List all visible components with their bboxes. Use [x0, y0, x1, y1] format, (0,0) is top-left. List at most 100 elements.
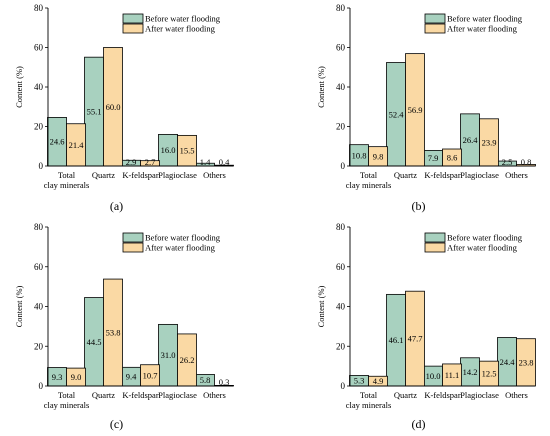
- y-axis-label: Content (%): [316, 66, 326, 108]
- category-label-5: Others: [505, 390, 528, 400]
- chart-panel-4: 5.3 46.1 10.0 14.2 24.4 4.9 47.7 11.1 12.5 23.8 0 2…: [316, 222, 536, 431]
- y-tick-label: 60: [336, 262, 346, 272]
- value-label-before-4: 26.4: [463, 135, 479, 145]
- y-tick-label: 80: [34, 3, 44, 13]
- category-label-1: Total: [360, 170, 378, 180]
- value-label-before-4: 31.0: [161, 350, 176, 360]
- value-label-before-3: 7.9: [428, 153, 439, 163]
- value-label-after-4: 23.9: [482, 137, 497, 147]
- value-label-before-2: 55.1: [87, 107, 102, 117]
- value-label-after-2: 47.7: [408, 334, 423, 344]
- y-tick-label: 60: [34, 262, 44, 272]
- y-tick-label: 40: [336, 82, 346, 92]
- chart-panel-3: 9.3 44.5 9.4 31.0 5.8 9.0 53.8 10.7 26.2 0.3 0 20 40…: [14, 222, 234, 431]
- panel-label: (c): [110, 417, 123, 431]
- category-label-4: Plagioclase: [460, 390, 499, 400]
- y-axis-label: Content (%): [316, 285, 326, 327]
- category-label-1: clay minerals: [44, 400, 90, 410]
- value-label-after-5: 0.4: [219, 157, 230, 167]
- category-label-2: Quartz: [92, 390, 115, 400]
- category-label-5: Others: [203, 170, 226, 180]
- legend-label-after: After water flooding: [447, 24, 518, 34]
- category-label-1: Total: [58, 170, 76, 180]
- value-label-before-5: 5.8: [200, 375, 211, 385]
- panel-label: (b): [412, 199, 426, 213]
- value-label-before-5: 24.4: [500, 357, 516, 367]
- legend-swatch-after: [122, 242, 144, 253]
- category-label-1: Total: [58, 390, 76, 400]
- category-label-1: Total: [360, 390, 378, 400]
- category-label-4: Plagioclase: [460, 170, 499, 180]
- y-tick-label: 40: [336, 302, 346, 312]
- y-tick-label: 20: [336, 341, 346, 351]
- legend-label-after: After water flooding: [145, 24, 216, 34]
- y-tick-label: 60: [336, 43, 346, 53]
- value-label-before-1: 5.3: [354, 376, 365, 386]
- category-label-5: Others: [505, 170, 528, 180]
- value-label-after-2: 53.8: [106, 328, 121, 338]
- value-label-after-4: 26.2: [180, 355, 195, 365]
- value-label-after-5: 23.8: [519, 357, 534, 367]
- value-label-before-3: 10.0: [426, 371, 441, 381]
- y-axis-label: Content (%): [14, 66, 24, 108]
- value-label-before-4: 14.2: [463, 367, 478, 377]
- legend-swatch-after: [122, 23, 144, 34]
- value-label-before-5: 1.4: [200, 157, 211, 167]
- value-label-after-4: 15.5: [180, 146, 195, 156]
- value-label-before-2: 52.4: [389, 109, 405, 119]
- value-label-after-5: 0.3: [219, 377, 230, 387]
- panel-label: (a): [110, 199, 123, 213]
- category-label-4: Plagioclase: [158, 390, 197, 400]
- value-label-before-4: 16.0: [161, 145, 176, 155]
- category-label-1: clay minerals: [346, 180, 392, 190]
- y-tick-label: 80: [34, 222, 44, 232]
- legend-swatch-before: [122, 13, 144, 24]
- y-tick-label: 40: [34, 82, 44, 92]
- panel-label: (d): [412, 417, 426, 431]
- y-tick-label: 0: [39, 161, 44, 171]
- category-label-3: K-feldspar: [424, 170, 461, 180]
- category-label-4: Plagioclase: [158, 170, 197, 180]
- y-tick-label: 60: [34, 43, 44, 53]
- value-label-after-3: 11.1: [445, 370, 460, 380]
- y-tick-label: 20: [336, 122, 346, 132]
- value-label-after-4: 12.5: [482, 369, 497, 379]
- category-label-2: Quartz: [394, 170, 417, 180]
- value-label-after-1: 4.9: [373, 376, 384, 386]
- y-tick-label: 20: [34, 122, 44, 132]
- y-tick-label: 80: [336, 222, 346, 232]
- value-label-before-2: 46.1: [389, 335, 404, 345]
- legend-label-before: Before water flooding: [447, 14, 523, 24]
- legend-swatch-before: [424, 13, 446, 24]
- category-label-3: K-feldspar: [122, 170, 159, 180]
- value-label-before-1: 9.3: [52, 372, 63, 382]
- chart-panel-2: 10.8 52.4 7.9 26.4 2.5 9.8 56.9 8.6 23.9 0.8 0 20 40…: [316, 3, 536, 213]
- y-tick-label: 40: [34, 302, 44, 312]
- value-label-after-1: 21.4: [69, 140, 85, 150]
- y-tick-label: 80: [336, 3, 346, 13]
- value-label-after-2: 56.9: [408, 105, 423, 115]
- value-label-after-3: 8.6: [447, 153, 458, 163]
- value-label-after-3: 10.7: [143, 370, 158, 380]
- value-label-after-1: 9.0: [71, 372, 82, 382]
- legend-label-before: Before water flooding: [447, 233, 523, 243]
- category-label-5: Others: [203, 390, 226, 400]
- legend-swatch-before: [424, 232, 446, 243]
- value-label-after-3: 2.7: [145, 157, 156, 167]
- legend-label-before: Before water flooding: [145, 233, 221, 243]
- value-label-before-1: 24.6: [50, 137, 65, 147]
- value-label-before-2: 44.5: [87, 337, 102, 347]
- category-label-1: clay minerals: [44, 180, 90, 190]
- chart-panel-1: 24.6 55.1 2.9 16.0 1.4 21.4 60.0 2.7 15.5 0.4 0 20 4…: [14, 3, 234, 213]
- legend-swatch-before: [122, 232, 144, 243]
- y-tick-label: 20: [34, 341, 44, 351]
- value-label-before-3: 2.9: [126, 157, 137, 167]
- legend-swatch-after: [424, 23, 446, 34]
- legend-label-before: Before water flooding: [145, 14, 221, 24]
- value-label-before-5: 2.5: [502, 157, 513, 167]
- category-label-2: Quartz: [92, 170, 115, 180]
- legend-swatch-after: [424, 242, 446, 253]
- category-label-3: K-feldspar: [424, 390, 461, 400]
- legend-label-after: After water flooding: [447, 243, 518, 253]
